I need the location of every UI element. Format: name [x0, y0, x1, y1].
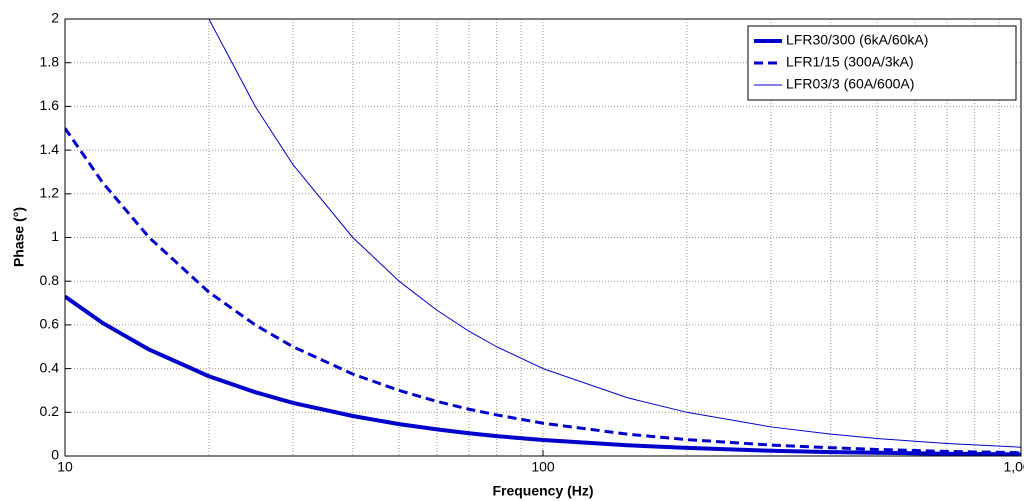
y-axis-label: Phase (°) [11, 207, 27, 267]
y-tick-label: 0.2 [40, 403, 60, 419]
y-tick-label: 0 [51, 447, 59, 463]
series-line [65, 294, 1021, 456]
legend-box [747, 25, 1017, 101]
x-axis-label: Frequency (Hz) [492, 483, 593, 499]
y-tick-label: 1 [51, 228, 59, 244]
y-tick-label: 1.6 [40, 97, 60, 113]
legend-label: LFR03/3 (60A/600A) [786, 76, 914, 92]
y-tick-label: 1.8 [40, 53, 60, 69]
series-line [208, 19, 1021, 448]
y-tick-label: 0.4 [40, 359, 60, 375]
legend-label: LFR1/15 (300A/3kA) [786, 54, 914, 70]
y-tick-label: 1.2 [40, 185, 60, 201]
y-tick-label: 1.4 [40, 141, 60, 157]
legend-label: LFR30/300 (6kA/60kA) [786, 32, 928, 48]
x-tick-label: 10 [57, 459, 73, 475]
series-lines [65, 19, 1021, 456]
y-tick-label: 2 [51, 10, 59, 26]
legend: LFR30/300 (6kA/60kA) LFR1/15 (300A/3kA) LF… [747, 25, 1017, 101]
x-tick-label: 1,000 [1003, 459, 1024, 475]
y-tick-label: 0.8 [40, 272, 60, 288]
y-tick-label: 0.6 [40, 316, 60, 332]
series-line [65, 127, 1021, 455]
x-tick-label: 100 [531, 459, 555, 475]
ticks: 10 100 1,000 0 0.2 0.4 0.6 0.8 1 1.2 1.4 1.6 1.8 2 [40, 10, 1024, 475]
